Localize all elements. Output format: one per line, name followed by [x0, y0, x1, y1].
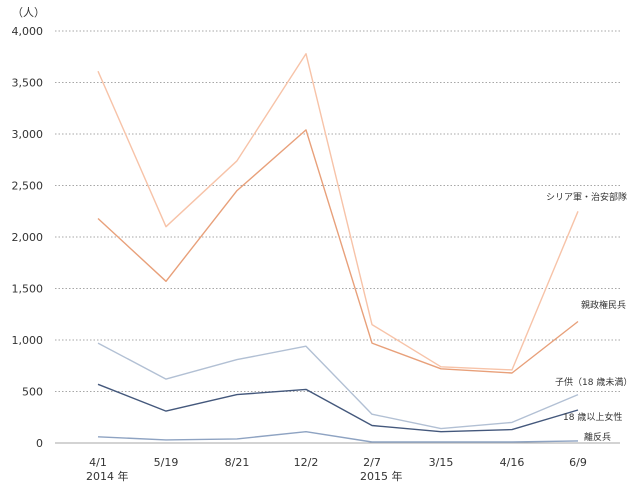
x-axis-tick-labels: 4/1 5/19 8/21 12/2 2/7 3/15 4/16 6/9	[89, 456, 587, 469]
x-tick-label: 4/1	[89, 456, 107, 469]
series-label: 親政権民兵	[581, 299, 626, 311]
y-tick-label: 2,000	[12, 231, 44, 244]
gridlines	[55, 30, 620, 444]
series-label: 18 歳以上女性	[563, 411, 622, 423]
y-tick-label: 2,500	[12, 180, 44, 193]
y-axis-unit-label: （人）	[12, 6, 45, 19]
series-line-3	[97, 342, 579, 430]
y-tick-label: 1,500	[12, 283, 44, 296]
series-label: シリア軍・治安部隊	[546, 191, 627, 203]
y-tick-label: 1,000	[12, 334, 44, 347]
series-lines	[97, 53, 579, 443]
y-axis-tick-labels: 0 500 1,000 1,500 2,000 2,500 3,000 3,500 4,000	[12, 25, 44, 450]
series-line-1	[97, 53, 579, 371]
series-line-2	[97, 129, 579, 374]
year-label: 2014 年	[86, 469, 129, 483]
x-tick-label: 4/16	[500, 456, 525, 469]
x-tick-label: 8/21	[225, 456, 250, 469]
x-tick-label: 3/15	[429, 456, 454, 469]
series-label: 子供（18 歳未満）	[555, 376, 632, 388]
series-label: 離反兵	[584, 431, 611, 443]
y-tick-label: 3,500	[12, 77, 44, 90]
series-line-5	[97, 431, 579, 443]
year-labels: 2014 年 2015 年	[86, 469, 403, 483]
y-tick-label: 500	[22, 386, 43, 399]
y-tick-label: 4,000	[12, 25, 44, 38]
x-tick-label: 5/19	[154, 456, 179, 469]
year-label: 2015 年	[360, 469, 403, 483]
x-tick-label: 2/7	[363, 456, 381, 469]
x-tick-label: 6/9	[569, 456, 587, 469]
y-tick-label: 0	[36, 437, 43, 450]
y-tick-label: 3,000	[12, 128, 44, 141]
series-line-4	[97, 383, 579, 433]
x-tick-label: 12/2	[294, 456, 319, 469]
